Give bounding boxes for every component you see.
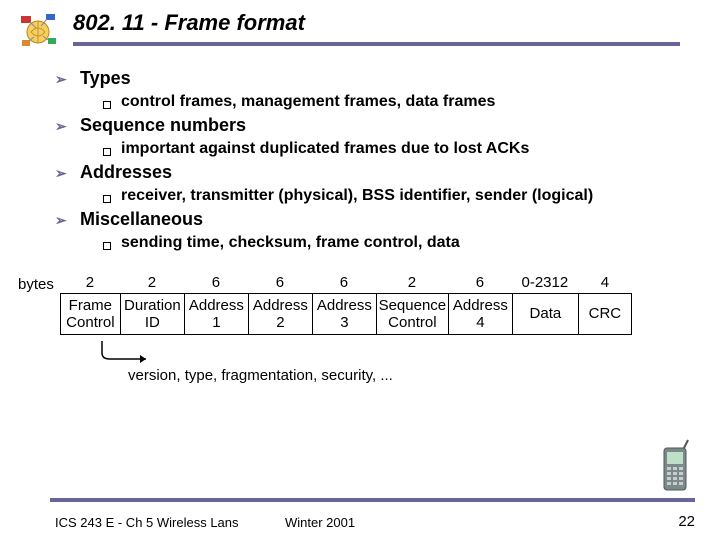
footer-mid: Winter 2001 <box>285 515 445 530</box>
frame-diagram: bytes 2FrameControl2DurationID6Address16… <box>18 274 702 384</box>
frame-bytes: 0-2312 <box>512 274 578 293</box>
bullet-misc: ➢ Miscellaneous sending time, checksum, f… <box>55 209 700 252</box>
frame-column: 0-2312Data <box>512 274 578 335</box>
bullet-label: Addresses <box>80 162 172 183</box>
bullet-sub: sending time, checksum, frame control, d… <box>121 234 460 252</box>
arrow-icon: ➢ <box>55 71 70 88</box>
frame-bytes: 6 <box>248 274 312 293</box>
frame-cell: Address1 <box>184 293 248 335</box>
bullet-label: Sequence numbers <box>80 115 246 136</box>
content-area: ➢ Types control frames, management frames… <box>0 50 720 252</box>
title-rule <box>73 42 680 46</box>
footer-rule <box>50 498 695 502</box>
diagram-arrow <box>98 339 702 365</box>
frame-column: 2SequenceControl <box>376 274 448 335</box>
bullet-label: Miscellaneous <box>80 209 203 230</box>
frame-bytes: 2 <box>120 274 184 293</box>
frame-column: 6Address2 <box>248 274 312 335</box>
frame-bytes: 2 <box>376 274 448 293</box>
frame-cell: Address2 <box>248 293 312 335</box>
frame-cell: Address4 <box>448 293 512 335</box>
square-icon <box>103 242 111 250</box>
square-icon <box>103 148 111 156</box>
frame-bytes: 6 <box>184 274 248 293</box>
frame-column: 6Address1 <box>184 274 248 335</box>
frame-bytes: 4 <box>578 274 632 293</box>
arrow-icon: ➢ <box>55 118 70 135</box>
frame-columns: 2FrameControl2DurationID6Address16Addres… <box>60 274 632 335</box>
frame-cell: DurationID <box>120 293 184 335</box>
frame-cell: SequenceControl <box>376 293 448 335</box>
frame-cell: Address3 <box>312 293 376 335</box>
page-number: 22 <box>678 513 695 530</box>
bullet-sub: important against duplicated frames due … <box>121 140 529 158</box>
phone-icon <box>658 438 692 494</box>
bullet-types: ➢ Types control frames, management frames… <box>55 68 700 111</box>
frame-column: 4CRC <box>578 274 632 335</box>
arrow-caption: version, type, fragmentation, security, … <box>128 367 702 384</box>
frame-column: 6Address3 <box>312 274 376 335</box>
slide-logo <box>18 10 58 50</box>
square-icon <box>103 195 111 203</box>
frame-cell: Data <box>512 293 578 335</box>
bullet-addresses: ➢ Addresses receiver, transmitter (physic… <box>55 162 700 205</box>
frame-cell: FrameControl <box>60 293 120 335</box>
footer-left: ICS 243 E - Ch 5 Wireless Lans <box>55 515 285 530</box>
frame-bytes: 6 <box>312 274 376 293</box>
frame-column: 2FrameControl <box>60 274 120 335</box>
bytes-label: bytes <box>18 274 54 293</box>
bullet-label: Types <box>80 68 131 89</box>
frame-cell: CRC <box>578 293 632 335</box>
frame-bytes: 2 <box>60 274 120 293</box>
arrow-icon: ➢ <box>55 212 70 229</box>
footer: ICS 243 E - Ch 5 Wireless Lans Winter 20… <box>55 513 695 530</box>
square-icon <box>103 101 111 109</box>
bullet-sequence: ➢ Sequence numbers important against dupl… <box>55 115 700 158</box>
frame-bytes: 6 <box>448 274 512 293</box>
bullet-sub: control frames, management frames, data … <box>121 93 495 111</box>
bullet-sub: receiver, transmitter (physical), BSS id… <box>121 187 593 205</box>
slide-title: 802. 11 - Frame format <box>73 10 690 42</box>
frame-column: 2DurationID <box>120 274 184 335</box>
arrow-icon: ➢ <box>55 165 70 182</box>
frame-column: 6Address4 <box>448 274 512 335</box>
